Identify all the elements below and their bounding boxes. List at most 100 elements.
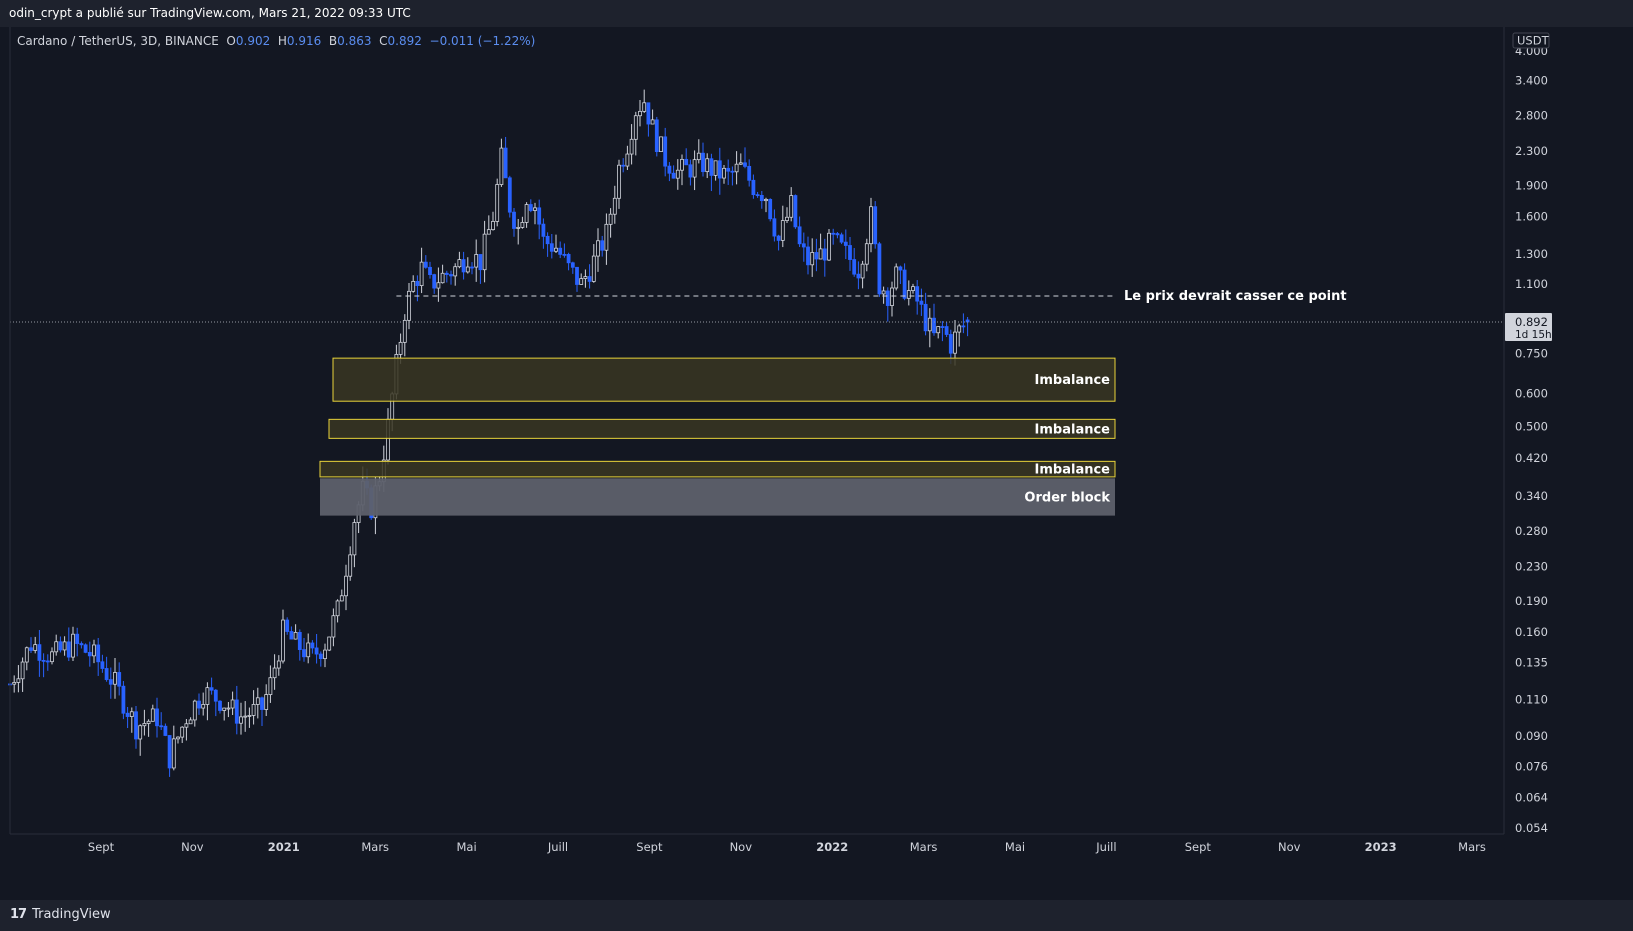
candle-body xyxy=(692,159,697,178)
candle-body xyxy=(306,642,311,658)
candle-body xyxy=(495,184,500,222)
candle-body xyxy=(108,679,113,685)
candle-body xyxy=(449,274,453,277)
candle-body xyxy=(726,167,731,172)
time-tick-label: Nov xyxy=(730,840,753,854)
tradingview-brand[interactable]: 17 TradingView xyxy=(10,907,111,922)
unit-box xyxy=(1512,32,1550,49)
time-tick-label: Sept xyxy=(1185,840,1212,854)
candle-body xyxy=(923,303,928,332)
price-tick-label: 0.160 xyxy=(1515,625,1548,639)
candle-body xyxy=(869,206,873,245)
candle-body xyxy=(297,632,302,650)
price-axis[interactable]: 4.0003.4002.8002.3001.9001.6001.3001.100… xyxy=(1503,27,1552,835)
candle-body xyxy=(667,165,672,174)
candle-body xyxy=(339,595,344,602)
symbol-name: Cardano / TetherUS, 3D, BINANCE xyxy=(17,34,219,48)
candle-body xyxy=(159,725,164,728)
candle-body xyxy=(822,248,827,261)
candle-body xyxy=(772,218,777,237)
price-tick-label: 0.190 xyxy=(1515,594,1548,608)
candle-body xyxy=(218,700,222,711)
time-tick-label: 2021 xyxy=(268,840,300,854)
candle-body xyxy=(276,660,281,669)
candle-body xyxy=(600,240,605,251)
price-tick-label: 0.420 xyxy=(1515,451,1548,465)
candle-body xyxy=(743,162,747,167)
candle-body xyxy=(247,715,252,717)
low-label: B xyxy=(328,34,338,48)
candle-body xyxy=(507,177,512,213)
candle-body xyxy=(87,651,92,657)
time-axis[interactable]: Sept Nov 2021 Mars Mai Juill Sept Nov 2022 Mars Ma… xyxy=(9,27,1504,854)
candle-body xyxy=(243,715,248,718)
candle-body xyxy=(482,233,487,271)
candle-body xyxy=(176,736,180,740)
symbol-legend: Cardano / TetherUS, 3D, BINANCE O0.902 H… xyxy=(17,34,535,48)
open-label: O xyxy=(226,34,236,48)
time-tick-label: Mars xyxy=(1458,840,1486,854)
candle-body xyxy=(100,661,105,669)
candle-body xyxy=(776,235,781,241)
candle-body xyxy=(646,102,651,125)
candle-body xyxy=(167,735,172,769)
candle-body xyxy=(919,300,924,305)
candle-body xyxy=(617,164,621,199)
candle-body xyxy=(885,290,890,306)
price-tick-label: 0.054 xyxy=(1515,821,1548,835)
candle-body xyxy=(58,641,63,651)
candle-body xyxy=(444,272,449,275)
candle-body xyxy=(566,254,571,264)
candle-body xyxy=(188,719,193,725)
price-tick-label: 1.900 xyxy=(1515,179,1548,193)
candle-body xyxy=(117,672,122,687)
candle-body xyxy=(596,240,600,257)
candle-body xyxy=(201,704,206,709)
candle-body xyxy=(684,158,689,166)
tradingview-logo-icon: 17 xyxy=(10,907,27,922)
candle-body xyxy=(663,136,668,167)
brand-name: TradingView xyxy=(32,907,111,922)
candle-body xyxy=(470,266,474,269)
price-tick-label: 0.076 xyxy=(1515,759,1548,773)
last-price-text: 0.892 xyxy=(1515,315,1548,329)
candle-body xyxy=(848,245,852,260)
close-value: 0.892 xyxy=(387,34,422,48)
candle-body xyxy=(894,266,899,289)
candle-body xyxy=(411,280,416,292)
resistance-label: Le prix devrait casser ce point xyxy=(1124,289,1347,304)
candle-body xyxy=(209,687,214,691)
candle-body xyxy=(142,723,147,727)
candle-body xyxy=(251,704,256,716)
candle-body xyxy=(205,687,210,705)
candle-body xyxy=(331,615,336,638)
candle-body xyxy=(318,653,323,660)
candle-body xyxy=(831,232,836,235)
candle-body xyxy=(654,119,659,152)
candle-body xyxy=(12,682,17,685)
candle-body xyxy=(457,259,462,268)
candle-body xyxy=(659,136,663,152)
candle-body xyxy=(524,204,529,223)
candle-body xyxy=(50,651,54,663)
time-tick-label: Juill xyxy=(547,840,568,854)
candle-body xyxy=(570,262,575,268)
candle-body xyxy=(335,600,340,617)
candle-body xyxy=(587,276,592,282)
candle-body xyxy=(629,138,634,155)
candle-body xyxy=(852,259,857,275)
candle-body xyxy=(310,642,315,649)
candle-body xyxy=(184,723,189,728)
change-value: −0.011 (−1.22%) xyxy=(429,34,536,48)
candle-body xyxy=(512,211,516,229)
candle-body xyxy=(255,697,260,705)
candle-body xyxy=(419,261,424,286)
candle-body xyxy=(432,274,437,289)
price-tick-label: 0.090 xyxy=(1515,729,1548,743)
candle-body xyxy=(268,677,273,695)
candle-body xyxy=(827,232,831,261)
candle-body xyxy=(549,243,554,252)
candle-body xyxy=(440,272,445,284)
candle-body xyxy=(302,649,306,658)
